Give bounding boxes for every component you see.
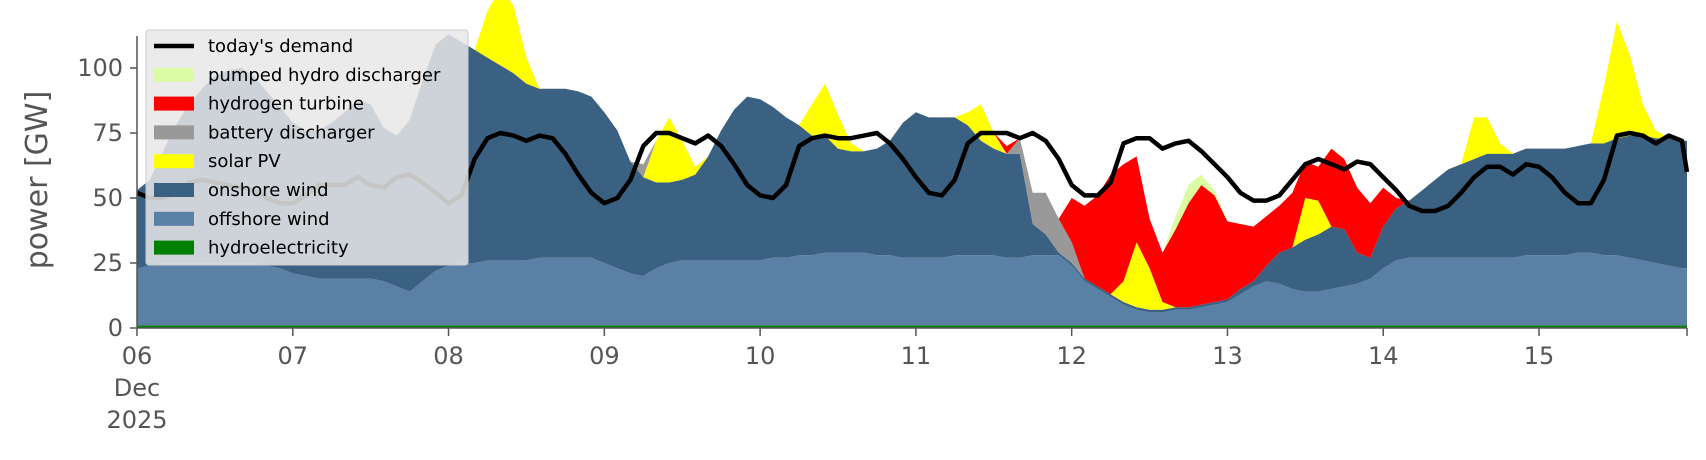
- legend-label-battery-discharger: battery discharger: [208, 122, 375, 143]
- legend-swatch-solar-pv: [154, 154, 194, 169]
- x-tick-label: 08: [433, 342, 464, 370]
- x-tick-label: 07: [278, 342, 309, 370]
- legend: today's demand pumped hydro discharger hyd…: [145, 29, 469, 266]
- y-tick-label: 25: [92, 249, 123, 277]
- x-tick-label: 09: [589, 342, 620, 370]
- area-solar-pv: [137, 0, 1687, 310]
- legend-swatch-offshore-wind: [154, 211, 194, 226]
- legend-swatch-battery-discharger: [154, 125, 194, 140]
- x-tick-label: 13: [1212, 342, 1243, 370]
- x-tick-label: 10: [745, 342, 776, 370]
- x-tick-label: 2025: [106, 406, 167, 434]
- x-tick-label: 14: [1368, 342, 1399, 370]
- x-tick-label: 15: [1524, 342, 1555, 370]
- legend-swatch-onshore-wind: [154, 183, 194, 197]
- legend-box: [145, 29, 469, 266]
- legend-label-hydroelectricity: hydroelectricity: [208, 238, 349, 259]
- x-tick-label: 12: [1056, 342, 1087, 370]
- x-tick-label: 11: [901, 342, 932, 370]
- y-tick-label: 50: [92, 184, 123, 212]
- legend-label-onshore-wind: onshore wind: [208, 180, 329, 201]
- legend-swatch-hydrogen-turbine: [154, 96, 194, 111]
- legend-swatch-pumped-hydro-discharger: [154, 67, 194, 82]
- y-tick-label: 100: [77, 54, 123, 82]
- legend-label-offshore-wind: offshore wind: [208, 209, 330, 230]
- legend-label-today-s-demand: today's demand: [208, 36, 353, 57]
- legend-label-pumped-hydro-discharger: pumped hydro discharger: [208, 65, 441, 86]
- x-tick-label: 06: [122, 342, 153, 370]
- legend-label-hydrogen-turbine: hydrogen turbine: [208, 94, 364, 115]
- y-tick-label: 0: [108, 314, 123, 342]
- x-tick-label: Dec: [114, 374, 160, 402]
- legend-label-solar-pv: solar PV: [208, 151, 281, 172]
- legend-swatch-hydroelectricity: [154, 240, 194, 255]
- area-offshore-wind: [137, 252, 1687, 326]
- axes: 0 25 50 75 100 06 Dec 2025 07 08 09 10 11 12 13 14 15: [77, 36, 1688, 434]
- y-axis-title: power [GW]: [20, 91, 55, 270]
- y-tick-label: 75: [92, 119, 123, 147]
